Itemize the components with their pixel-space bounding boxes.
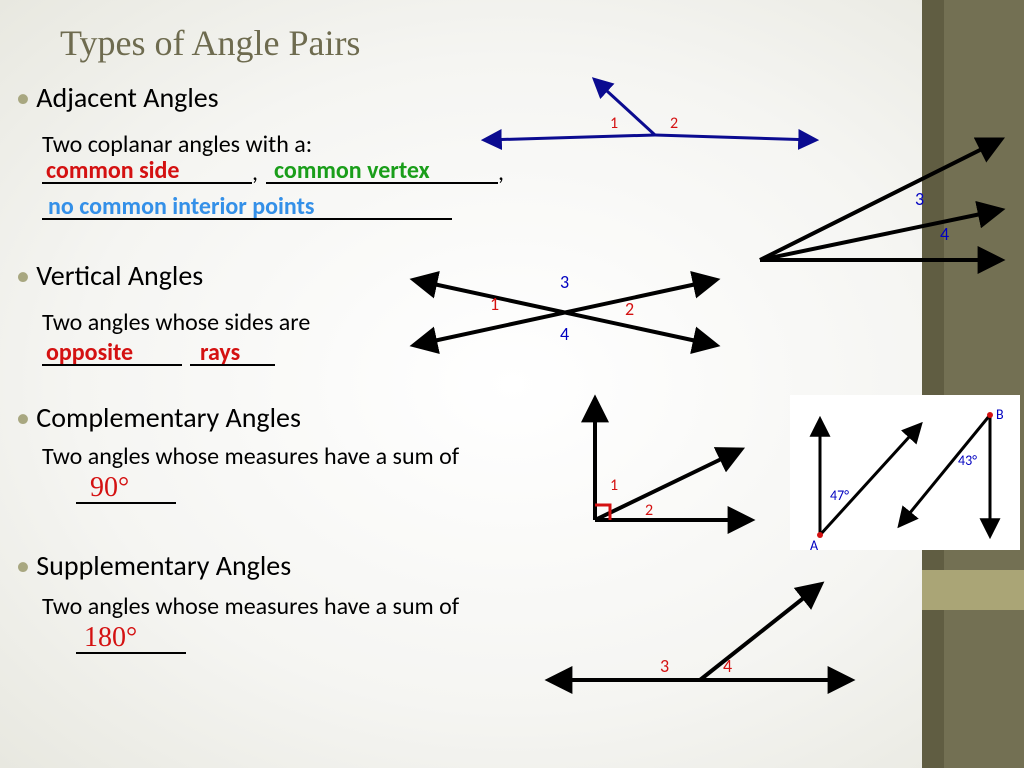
sidebar-narrow-stripe	[922, 0, 944, 768]
heading-supplementary: Supplementary Angles	[38, 548, 291, 583]
adjacent-blank3-fill: no common interior points	[48, 192, 314, 221]
slabel-4: 4	[723, 655, 732, 677]
comma1: ,	[252, 156, 258, 190]
complementary-diagram-1: 1 2	[560, 390, 760, 540]
complementary-blank-fill: 90°	[90, 472, 129, 504]
label-3: 3	[915, 188, 924, 210]
vertical-diagram: 1 2 3 4	[405, 270, 725, 360]
vertical-blank1-fill: opposite	[46, 338, 133, 367]
heading-complementary: Complementary Angles	[38, 400, 301, 435]
clabel-1: 1	[610, 476, 618, 495]
supplementary-diagram: 3 4	[540, 570, 860, 700]
heading-adjacent: Adjacent Angles	[38, 80, 219, 115]
adjacent-blank2-fill: common vertex	[274, 156, 430, 185]
vertical-lead: Two angles whose sides are	[42, 306, 310, 340]
label-4: 4	[940, 223, 949, 245]
comma2: ,	[498, 156, 504, 190]
slide-title: Types of Angle Pairs	[60, 22, 360, 64]
label-2: 2	[670, 114, 678, 133]
point-b: B	[996, 406, 1004, 423]
vlabel-1: 1	[490, 293, 499, 315]
clabel-2: 2	[645, 501, 653, 520]
angle-47: 47°	[830, 487, 849, 504]
adjacent-diagram-2: 3 4	[740, 130, 1020, 290]
vlabel-2: 2	[625, 298, 634, 320]
adjacent-blank1-fill: common side	[46, 156, 180, 185]
vertical-blank2-fill: rays	[200, 338, 240, 367]
point-a: A	[810, 537, 819, 554]
complementary-diagram-2: A 47° B 43°	[790, 395, 1024, 555]
vlabel-4: 4	[560, 323, 569, 345]
angle-43: 43°	[958, 452, 977, 469]
sidebar-dark-stripe	[944, 0, 1024, 768]
heading-vertical: Vertical Angles	[38, 258, 203, 293]
vlabel-3: 3	[560, 271, 569, 293]
supplementary-lead: Two angles whose measures have a sum of	[42, 590, 552, 624]
complementary-lead: Two angles whose measures have a sum of	[42, 440, 552, 474]
slabel-3: 3	[660, 655, 669, 677]
sidebar-light-band	[922, 570, 1024, 610]
supplementary-blank-fill: 180°	[84, 622, 137, 654]
label-1: 1	[610, 114, 618, 133]
